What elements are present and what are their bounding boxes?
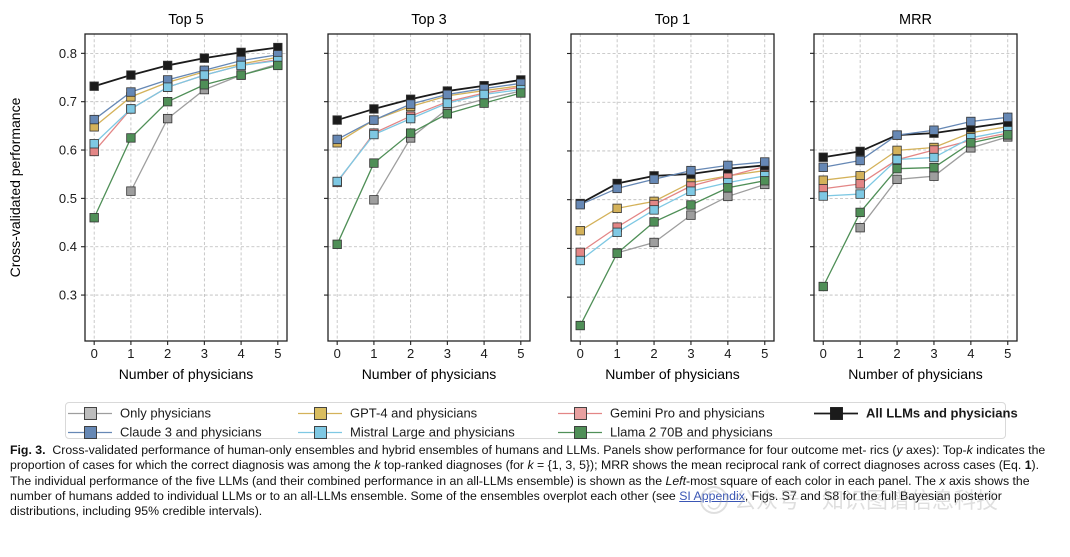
svg-text:2: 2 <box>893 346 900 361</box>
svg-text:2: 2 <box>164 346 171 361</box>
svg-text:4: 4 <box>967 346 974 361</box>
svg-text:5: 5 <box>517 346 524 361</box>
svg-text:0: 0 <box>820 346 827 361</box>
svg-text:Top 5: Top 5 <box>168 12 203 28</box>
svg-text:0: 0 <box>577 346 584 361</box>
svg-text:2: 2 <box>407 346 414 361</box>
svg-text:Number of physicians: Number of physicians <box>848 366 983 382</box>
svg-text:MRR: MRR <box>899 12 932 28</box>
svg-text:3: 3 <box>201 346 208 361</box>
svg-text:2: 2 <box>650 346 657 361</box>
svg-text:3: 3 <box>930 346 937 361</box>
svg-text:0.5: 0.5 <box>59 191 77 206</box>
svg-text:4: 4 <box>724 346 731 361</box>
svg-text:1: 1 <box>370 346 377 361</box>
svg-text:Top 3: Top 3 <box>411 12 446 28</box>
svg-text:0.7: 0.7 <box>59 94 77 109</box>
svg-text:Number of physicians: Number of physicians <box>119 366 254 382</box>
svg-text:Top 1: Top 1 <box>655 12 690 28</box>
svg-text:Cross-validated performance: Cross-validated performance <box>7 97 23 277</box>
svg-text:0.8: 0.8 <box>59 46 77 61</box>
svg-text:0.4: 0.4 <box>59 239 77 254</box>
svg-text:Number of physicians: Number of physicians <box>362 366 497 382</box>
svg-text:0.6: 0.6 <box>59 143 77 158</box>
svg-text:Number of physicians: Number of physicians <box>605 366 740 382</box>
svg-text:1: 1 <box>614 346 621 361</box>
svg-text:5: 5 <box>1004 346 1011 361</box>
svg-text:1: 1 <box>127 346 134 361</box>
svg-text:0: 0 <box>91 346 98 361</box>
svg-text:0.3: 0.3 <box>59 288 77 303</box>
svg-text:4: 4 <box>480 346 487 361</box>
svg-text:1: 1 <box>857 346 864 361</box>
svg-text:4: 4 <box>237 346 244 361</box>
svg-text:5: 5 <box>274 346 281 361</box>
svg-text:5: 5 <box>761 346 768 361</box>
svg-text:3: 3 <box>444 346 451 361</box>
svg-text:0: 0 <box>334 346 341 361</box>
svg-text:3: 3 <box>687 346 694 361</box>
